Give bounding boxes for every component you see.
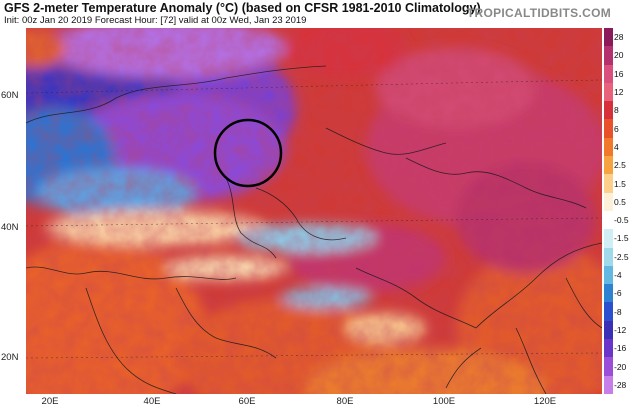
colorbar-swatch [604,64,613,83]
colorbar-swatch [604,339,613,358]
colorbar-swatch [604,375,613,394]
lon-label-60e: 60E [238,396,256,407]
colorbar-swatch [604,210,613,230]
colorbar-tick-label: 12 [614,87,624,98]
header-bar: GFS 2-meter Temperature Anomaly (°C) (ba… [0,0,631,28]
colorbar-tick-label: 16 [614,68,624,79]
colorbar-tick-label: -8 [614,306,622,317]
colorbar-swatch [604,119,613,138]
colorbar-swatch [604,302,613,321]
colorbar-tick-label: 0.5 [614,196,626,207]
map-subtitle: Init: 00z Jan 20 2019 Forecast Hour: [72… [4,15,307,26]
colorbar-swatch [604,137,613,157]
colorbar-swatch [604,265,613,285]
colorbar-tick-label: 28 [614,32,624,43]
lon-label-40e: 40E [143,396,161,407]
lat-label-40n: 40N [1,222,19,233]
lat-label-20n: 20N [1,352,19,363]
map-title: GFS 2-meter Temperature Anomaly (°C) (ba… [4,1,481,15]
colorbar-tick-label: -2.5 [614,251,629,262]
colorbar-tick-label: -1.5 [614,233,629,244]
anomaly-map-canvas [26,28,602,394]
colorbar-tick-label: -28 [614,379,627,390]
colorbar-swatch [604,101,613,120]
lat-label-60n: 60N [1,90,19,101]
colorbar-swatch [604,28,613,47]
lon-label-20e: 20E [41,396,59,407]
colorbar-swatch [604,82,613,102]
colorbar-tick-label: -16 [614,343,627,354]
colorbar-tick-label: 20 [614,50,624,61]
colorbar-tick-label: -4 [614,270,622,281]
colorbar-swatch [604,192,613,211]
colorbar-tick-label: -6 [614,288,622,299]
colorbar [604,28,613,394]
colorbar-tick-label: 2.5 [614,160,626,171]
highlight-circle [213,118,283,188]
lon-label-120e: 120E [533,396,557,407]
colorbar-swatch [604,247,613,266]
colorbar-swatch [604,156,613,175]
colorbar-swatch [604,320,613,340]
brand-watermark: TROPICALTIDBITS.COM [466,6,611,20]
colorbar-tick-label: 1.5 [614,178,626,189]
colorbar-tick-label: 6 [614,123,619,134]
colorbar-swatch [604,46,613,65]
lon-label-100e: 100E [432,396,456,407]
colorbar-swatch [604,284,613,303]
anomaly-map[interactable] [26,28,602,394]
lon-label-80e: 80E [336,396,354,407]
colorbar-swatch [604,229,613,248]
colorbar-tick-label: 4 [614,141,619,152]
colorbar-swatch [604,174,613,193]
colorbar-tick-label: -12 [614,324,627,335]
colorbar-swatch [604,357,613,376]
colorbar-tick-label: -20 [614,361,627,372]
colorbar-tick-label: -0.5 [614,215,629,226]
colorbar-tick-label: 8 [614,105,619,116]
